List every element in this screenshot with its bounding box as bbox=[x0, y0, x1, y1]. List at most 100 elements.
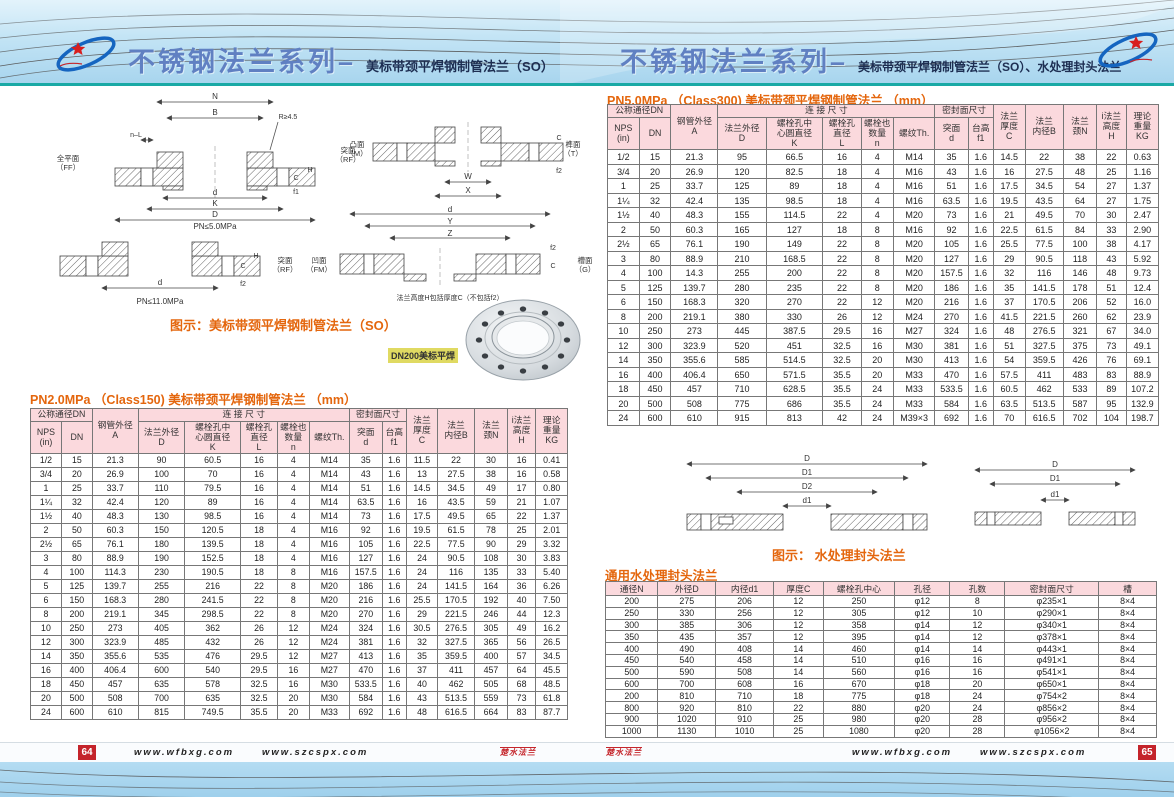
table-cell: 20 bbox=[638, 163, 672, 180]
table-cell: 702 bbox=[1062, 410, 1098, 426]
table-cell: 36 bbox=[506, 579, 537, 595]
table-cell: 210 bbox=[717, 250, 767, 267]
table-row: 5 125 139.7 255 216 22 8 M20 186 1.6 24 141.5 164 36 6… bbox=[30, 579, 568, 595]
table-cell: 15 bbox=[638, 149, 672, 165]
col-weight: 理论 重量 KG bbox=[1125, 103, 1160, 151]
table-cell: 359.5 bbox=[436, 649, 476, 665]
table-cell: 18 bbox=[239, 565, 279, 581]
table-cell: 24 bbox=[860, 410, 894, 426]
table-cell: 49.1 bbox=[1125, 337, 1160, 354]
table-cell: 273 bbox=[91, 621, 139, 637]
series-title-right: 不锈钢法兰系列– bbox=[620, 47, 849, 77]
table-cell: 1.6 bbox=[381, 565, 408, 581]
table-row: 18 450 457 635 578 32.5 16 M30 533.5 1.6 40 462 505 6… bbox=[30, 677, 568, 693]
table-cell: 610 bbox=[670, 410, 719, 426]
class300-table-body: 1/2 15 21.3 95 66.5 16 4 M14 35 1.6 14.5 22 38 22 0.63… bbox=[607, 149, 1160, 426]
dim-label-K: K bbox=[212, 199, 218, 208]
table-cell: 4 bbox=[277, 537, 310, 553]
table-cell: 22 bbox=[436, 453, 476, 469]
table-row: 800 920 810 22 880 φ20 24 φ856×2 8×4 bbox=[604, 701, 1157, 714]
table-cell: 14 bbox=[30, 649, 62, 665]
table-cell: 42 bbox=[822, 410, 862, 426]
table-cell: 18 bbox=[239, 537, 279, 553]
table-cell: 610 bbox=[91, 705, 139, 721]
table-cell: 35.5 bbox=[239, 705, 279, 721]
table-row: 2 50 60.3 150 120.5 18 4 M16 92 1.6 19.5 61.5 78 25 2.… bbox=[30, 523, 568, 539]
dim-label-X: X bbox=[465, 186, 471, 195]
table-cell: 41.5 bbox=[992, 308, 1026, 325]
table-cell: 60.3 bbox=[670, 221, 719, 238]
table-cell: 127 bbox=[765, 221, 824, 238]
table-cell: 20 bbox=[607, 395, 640, 412]
table-cell: 810 bbox=[657, 689, 717, 703]
table-cell: 1.07 bbox=[535, 495, 568, 511]
table-row: 3 80 88.9 190 152.5 18 4 M16 127 1.6 24 90.5 108 30 3.… bbox=[30, 551, 568, 567]
table-cell: 432 bbox=[184, 635, 241, 651]
table-cell: 411 bbox=[1024, 366, 1064, 383]
table-cell: 170.5 bbox=[1024, 294, 1064, 310]
table-cell: 300 bbox=[60, 635, 93, 651]
table-cell: 146 bbox=[1062, 265, 1098, 281]
table-cell: 508 bbox=[91, 691, 139, 707]
table-cell: 4 bbox=[277, 551, 310, 567]
table-cell: 3.32 bbox=[535, 537, 568, 553]
table-cell: 1.6 bbox=[967, 149, 994, 165]
table-cell: 8 bbox=[860, 236, 894, 252]
table-cell: 5 bbox=[30, 579, 62, 595]
table-cell: 25 bbox=[773, 712, 824, 726]
page-right: PN5.0MPa （Class300) 美标带颈平焊钢制管法兰 （mm） 公称通… bbox=[587, 86, 1174, 742]
table-cell: M33 bbox=[892, 395, 936, 412]
table-row: 2 50 60.3 165 127 18 8 M16 92 1.6 22.5 61.5 84 33 2.90 bbox=[607, 221, 1160, 238]
table-cell: φ12 bbox=[894, 595, 951, 608]
table-cell: 256 bbox=[715, 606, 775, 620]
table-cell: 559 bbox=[474, 691, 508, 707]
table-row: 200 810 710 18 775 φ18 24 φ754×2 8×4 bbox=[604, 689, 1157, 703]
table-cell: 14 bbox=[773, 665, 824, 679]
table-cell: 358 bbox=[822, 618, 896, 632]
col-nominal: 公称通径DN bbox=[30, 408, 93, 422]
table-cell: 300 bbox=[604, 618, 659, 632]
table-cell: 513.5 bbox=[1024, 395, 1064, 412]
table-cell: 1.6 bbox=[381, 593, 408, 609]
table-cell: 980 bbox=[822, 712, 896, 726]
col-flange-od: 法兰外径 D bbox=[137, 420, 186, 455]
table-cell: 435 bbox=[657, 630, 717, 644]
table-cell: 5.40 bbox=[535, 565, 568, 581]
table-cell: 35.5 bbox=[822, 381, 862, 397]
table-cell: 1.37 bbox=[1125, 178, 1160, 194]
table-cell: 22 bbox=[822, 265, 862, 281]
left-page-header: 不锈钢法兰系列– 美标带颈平焊钢制管法兰（SO） bbox=[128, 40, 554, 79]
table-cell: M20 bbox=[308, 607, 351, 623]
table-cell: 1.6 bbox=[381, 663, 408, 679]
table-cell: 0.63 bbox=[1125, 149, 1160, 165]
table-cell: 73 bbox=[349, 509, 383, 525]
table-cell: M14 bbox=[308, 509, 351, 525]
table-cell: M16 bbox=[892, 221, 936, 238]
table-cell: 24 bbox=[949, 701, 1006, 714]
table-cell: 22 bbox=[239, 607, 279, 623]
table-cell: 13 bbox=[406, 467, 438, 483]
table-cell: 25 bbox=[60, 481, 93, 497]
table-cell: 80 bbox=[60, 551, 93, 567]
table-cell: 24 bbox=[406, 579, 438, 595]
table-cell: 51 bbox=[349, 481, 383, 497]
table-cell: 16 bbox=[949, 653, 1006, 667]
table-cell: 25.5 bbox=[406, 593, 438, 609]
water-head-flange-drawings: D D1 D2 d1 D D1 d1 bbox=[682, 452, 1147, 544]
table-cell: 16 bbox=[860, 323, 894, 339]
table-cell: 476 bbox=[184, 649, 241, 665]
table-cell: 26 bbox=[239, 635, 279, 651]
table-cell: 30 bbox=[474, 453, 508, 469]
table-cell: 350 bbox=[638, 352, 672, 368]
table-row: 3 80 88.9 210 168.5 22 8 M20 127 1.6 29 90.5 118 43 5.… bbox=[607, 250, 1160, 267]
table-cell: 34.5 bbox=[535, 649, 568, 665]
table-cell: 89 bbox=[1096, 381, 1127, 397]
table-cell: 1.75 bbox=[1125, 192, 1160, 209]
table-row: 6 150 168.3 320 270 22 12 M20 216 1.6 37 170.5 206 52… bbox=[607, 294, 1160, 310]
website-szcspx: www.szcspx.com bbox=[262, 747, 369, 758]
table-cell: φ18 bbox=[894, 677, 951, 691]
table-cell: 16 bbox=[30, 663, 62, 679]
table-cell: 22 bbox=[239, 579, 279, 595]
table-cell: 355.6 bbox=[91, 649, 139, 665]
table-cell: 590 bbox=[657, 665, 717, 679]
